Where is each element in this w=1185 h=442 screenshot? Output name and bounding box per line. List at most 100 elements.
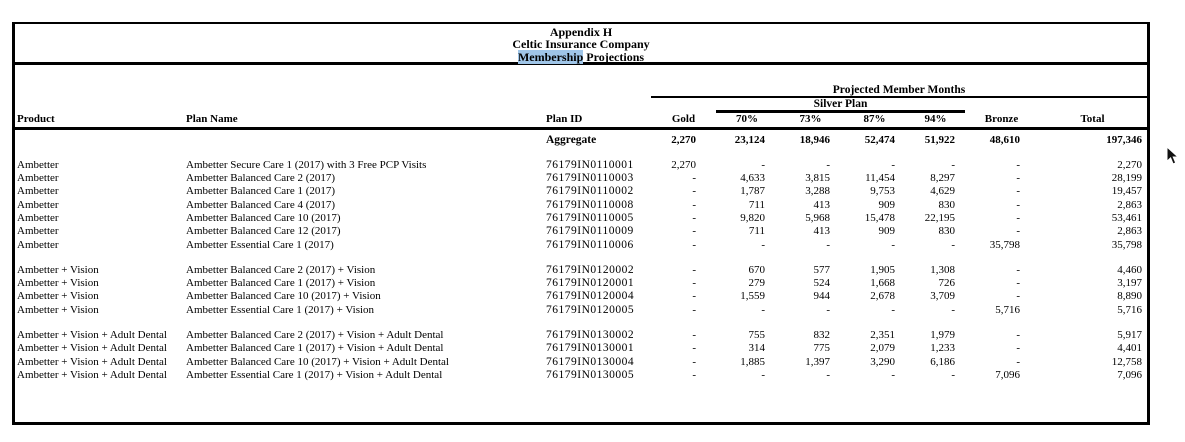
cell-plan_name: Ambetter Balanced Care 10 (2017) + Visio… [186,290,381,303]
cell-bronze: - [1016,290,1020,303]
cell-plan_name: Ambetter Secure Care 1 (2017) with 3 Fre… [186,158,427,171]
silver-plan-header: Silver Plan [716,97,965,113]
cell-plan_id: 76179IN0120005 [546,303,635,316]
title-line-projections-rest: Projections [583,49,645,64]
cell-plan_name: Ambetter Essential Care 1 (2017) + Visio… [186,368,443,381]
cell-gold: - [692,238,696,251]
cell-bronze: - [1016,185,1020,198]
column-header-row: Product Plan Name Plan ID Gold 70% 73% 8… [15,111,1147,130]
title-line-appendix: Appendix H [549,25,613,39]
cell-plan_id: 76179IN0110002 [546,185,634,198]
cell-plan_id: 76179IN0130002 [546,329,635,342]
cell-s94: - [951,238,955,251]
cell-gold: - [692,290,696,303]
cell-total: 35,798 [1111,238,1142,251]
cell-gold: - [692,342,696,355]
cell-s87: 1,668 [870,277,895,290]
search-highlight: Membership [517,49,584,64]
col-header-total: Total [1038,111,1147,130]
cell-s70: 9,820 [740,211,765,224]
cell-s87: 1,905 [870,263,895,276]
cell-plan_name: Ambetter Balanced Care 1 (2017) + Vision [186,277,376,290]
cell-bronze: 5,716 [995,303,1020,316]
cell-s94: 6,186 [930,355,955,368]
cell-gold: - [692,225,696,238]
mouse-cursor-icon [1166,145,1180,171]
cell-bronze: - [1016,355,1020,368]
cell-gold: - [692,329,696,342]
col-header-73: 73% [778,111,843,130]
table-row: Ambetter + Vision Ambetter Essential Care… [15,302,1147,316]
cell-total: 2,270 [1117,158,1142,171]
cell-gold: - [692,368,696,381]
aggregate-gold: 2,270 [671,133,696,146]
cell-s87: - [891,238,895,251]
cell-s87: 909 [878,225,896,238]
cell-plan_id: 76179IN0120004 [546,290,635,303]
cell-total: 3,197 [1117,277,1142,290]
cell-plan_id: 76179IN0120001 [546,277,635,290]
cell-total: 12,758 [1111,355,1142,368]
cell-s73: 1,397 [805,355,830,368]
cell-s94: 4,629 [930,185,955,198]
aggregate-94: 51,922 [924,133,955,146]
cell-plan_name: Ambetter Balanced Care 1 (2017) + Vision… [186,342,444,355]
col-header-94: 94% [906,111,965,130]
cell-s73: - [826,303,830,316]
cell-s94: - [951,368,955,381]
cell-s73: 413 [813,198,831,211]
cell-s94: 830 [938,225,956,238]
table-row: Ambetter + Vision + Adult Dental Ambetter… [15,328,1147,341]
cell-s73: - [826,238,830,251]
cell-s94: - [951,158,955,171]
aggregate-label: Aggregate [546,133,597,146]
cell-plan_name: Ambetter Balanced Care 2 (2017) + Vision [186,263,376,276]
cell-s70: 711 [748,198,765,211]
cell-total: 2,863 [1117,225,1142,238]
cell-s70: 1,885 [740,355,765,368]
cell-s70: 279 [748,277,766,290]
cell-s87: - [891,368,895,381]
cell-s87: - [891,303,895,316]
cell-s70: - [761,303,765,316]
cell-product: Ambetter [17,158,59,171]
aggregate-row: Aggregate 2,270 23,124 18,946 52,474 51,… [15,129,1147,147]
projected-member-months-row: Projected Member Months [15,84,1147,98]
cell-total: 5,716 [1117,303,1142,316]
aggregate-bronze: 48,610 [989,133,1020,146]
cell-product: Ambetter + Vision + Adult Dental [17,355,167,368]
cell-plan_id: 76179IN0110009 [546,225,634,238]
cell-s87: 2,351 [870,329,895,342]
title-gap-row [15,65,1147,84]
cell-s73: 3,288 [805,185,830,198]
col-header-bronze: Bronze [965,111,1038,130]
cell-bronze: - [1016,211,1020,224]
cell-plan_id: 76179IN0130005 [546,368,635,381]
table-row: Ambetter Ambetter Essential Care 1 (2017)… [15,237,1147,251]
cell-gold: - [692,198,696,211]
cell-product: Ambetter + Vision [17,303,99,316]
cell-s94: 1,308 [930,263,955,276]
cell-plan_name: Ambetter Balanced Care 10 (2017) [186,211,341,224]
table-row: Ambetter Ambetter Balanced Care 10 (2017)… [15,211,1147,224]
cell-total: 4,460 [1117,263,1142,276]
cell-product: Ambetter + Vision + Adult Dental [17,329,167,342]
cell-plan_id: 76179IN0110003 [546,172,634,185]
cell-s73: 832 [813,329,831,342]
cell-total: 53,461 [1111,211,1142,224]
cell-s70: 711 [748,225,765,238]
group-gap-row [15,251,1147,263]
cell-plan_name: Ambetter Balanced Care 12 (2017) [186,225,341,238]
table-row: Ambetter Ambetter Balanced Care 1 (2017) 7… [15,184,1147,197]
cell-bronze: - [1016,277,1020,290]
table-row: Ambetter + Vision + Adult Dental Ambetter… [15,368,1147,381]
cell-s70: 1,559 [740,290,765,303]
cell-plan_name: Ambetter Balanced Care 1 (2017) [186,185,336,198]
cell-s94: 8,297 [930,172,955,185]
cell-s73: 524 [813,277,831,290]
cell-s94: 830 [938,198,956,211]
cell-plan_id: 76179IN0110006 [546,238,634,251]
cell-bronze: - [1016,329,1020,342]
cell-s87: 3,290 [870,355,895,368]
